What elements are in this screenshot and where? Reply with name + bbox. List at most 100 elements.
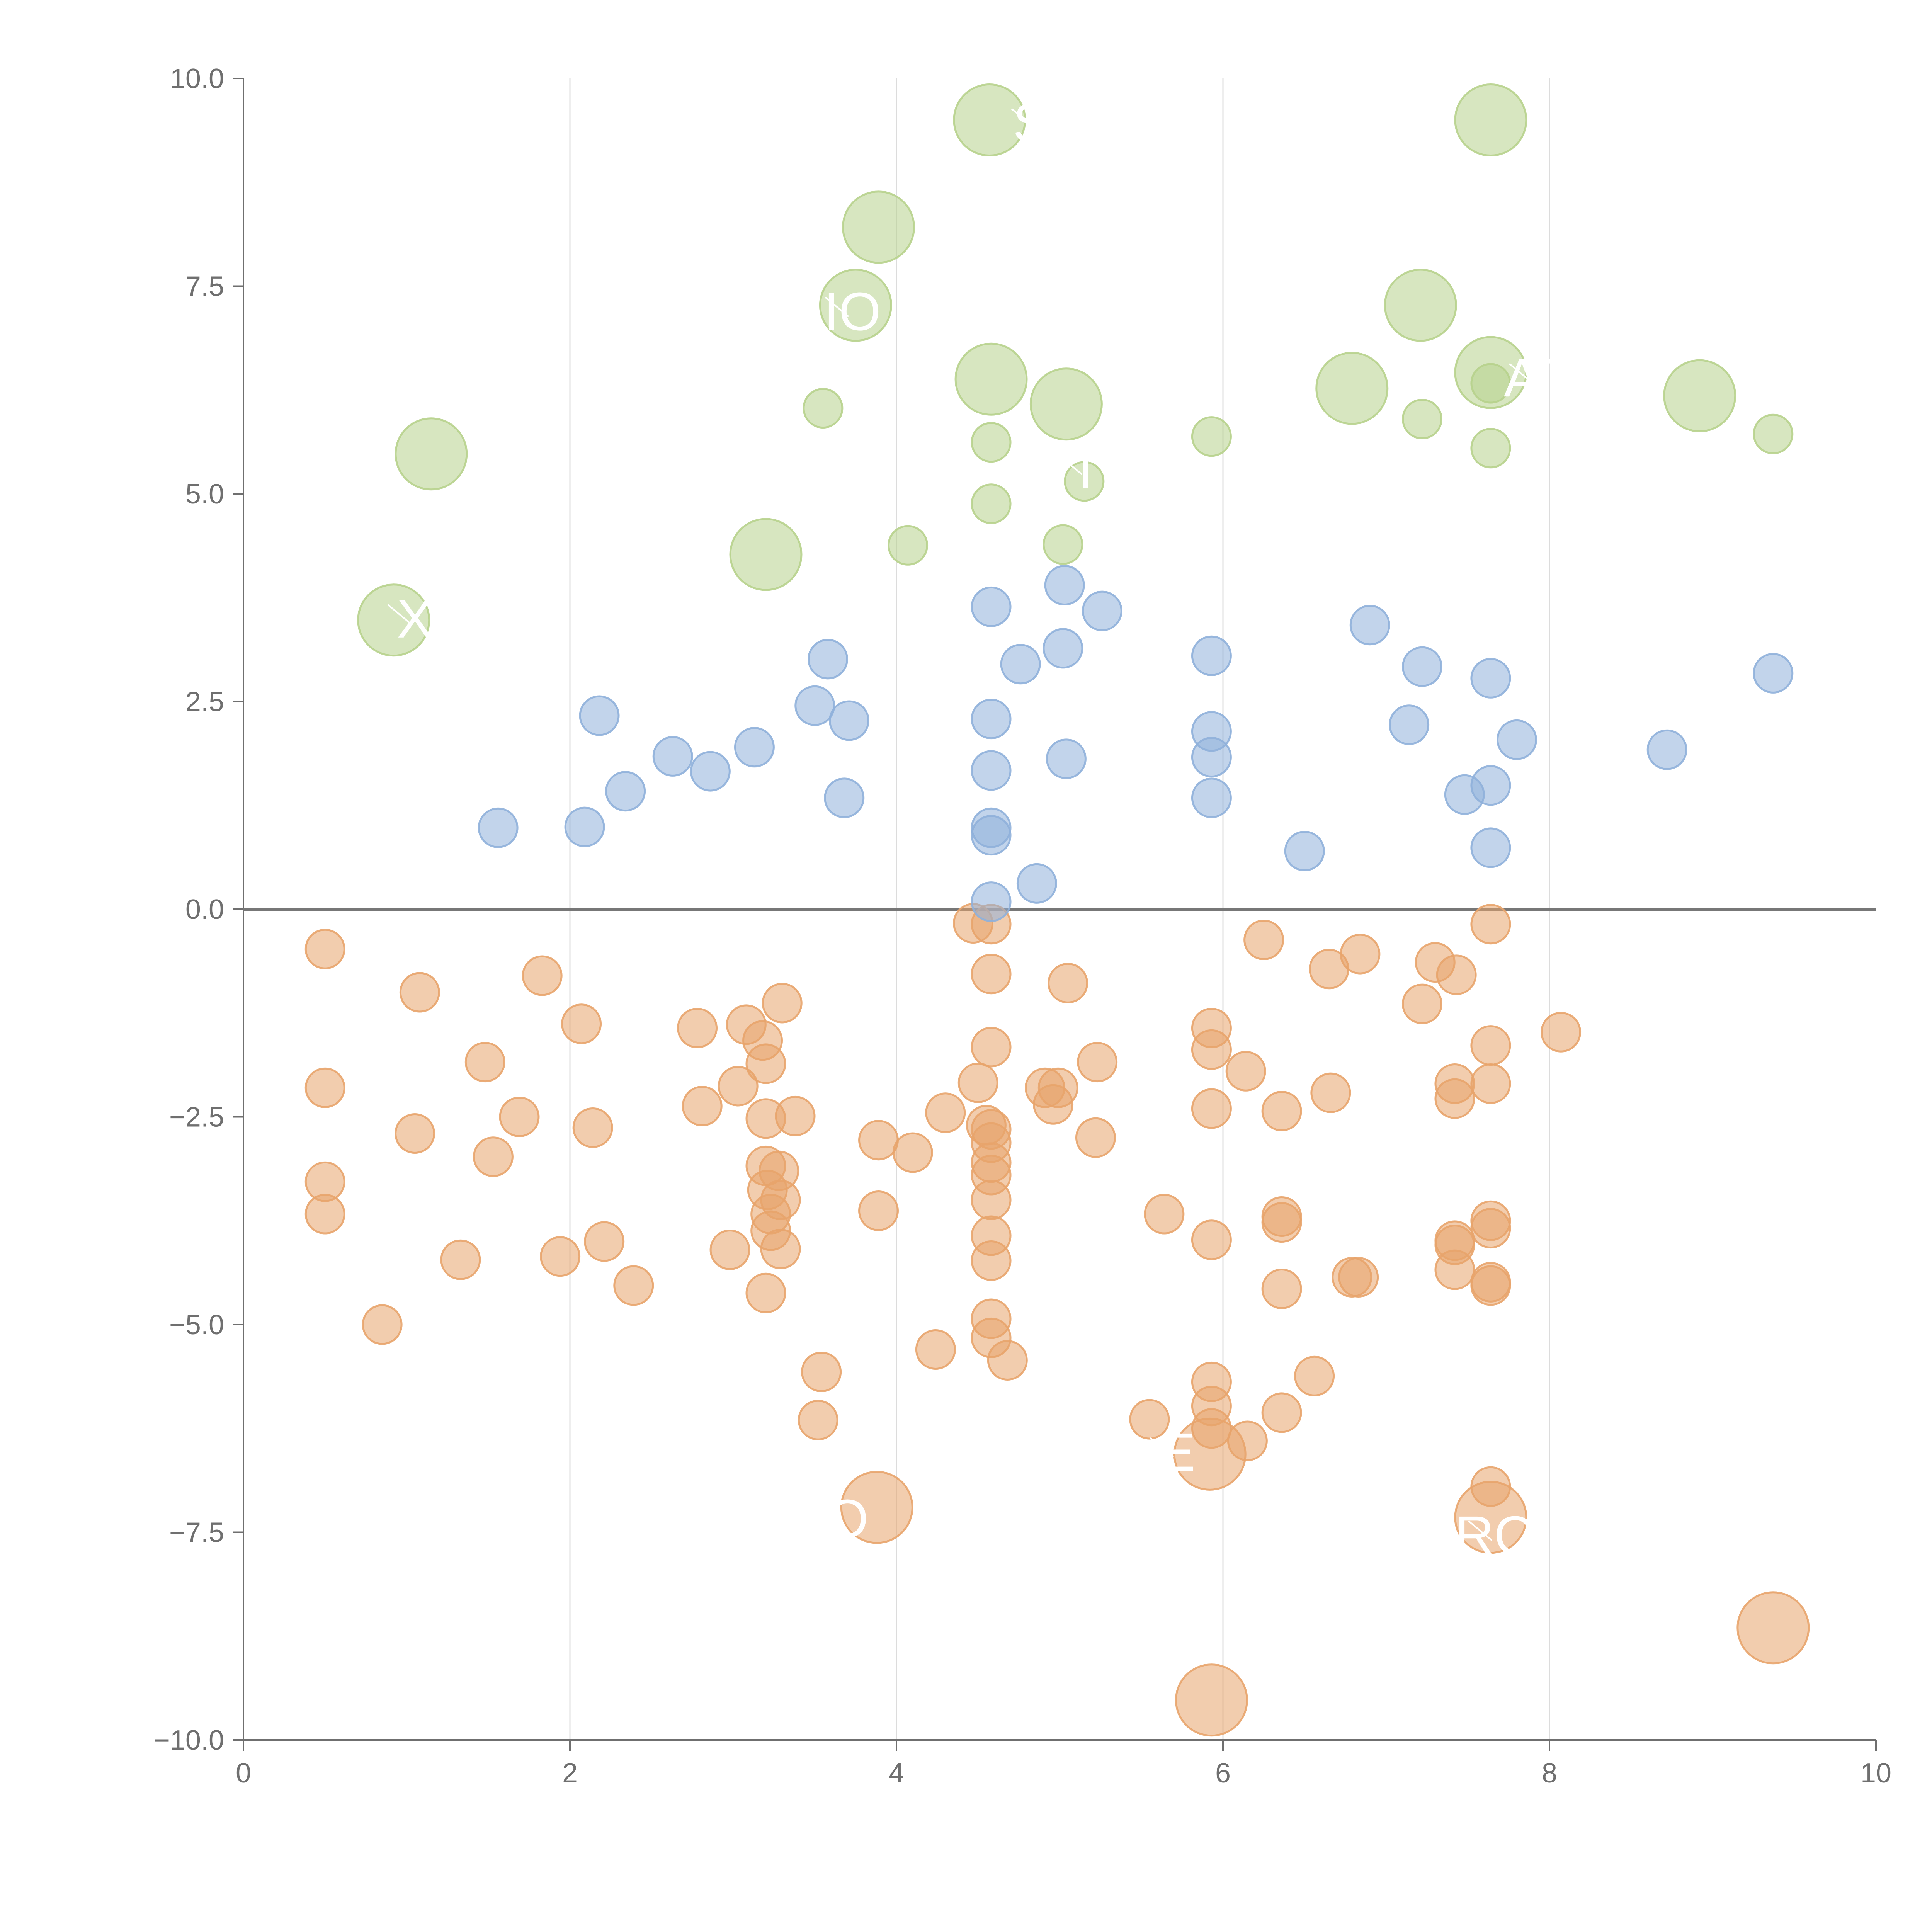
data-point-low-positive — [1349, 605, 1390, 646]
y-tick-label: 0.0 — [185, 894, 224, 925]
data-point-low-positive — [579, 695, 620, 736]
data-point-negative — [1436, 954, 1477, 995]
data-point-low-positive — [1191, 711, 1232, 752]
data-point-high-positive — [1064, 461, 1105, 502]
data-point-negative — [1736, 1591, 1810, 1665]
data-point-negative — [745, 1043, 786, 1084]
data-point-low-positive — [690, 751, 731, 792]
data-point-negative — [440, 1239, 481, 1280]
data-point-negative — [613, 1265, 654, 1306]
data-point-negative — [1261, 1202, 1302, 1243]
annotation-leader — [1150, 1437, 1174, 1458]
data-point-low-positive — [971, 750, 1012, 791]
data-point-negative — [304, 1067, 345, 1108]
data-point-high-positive — [819, 269, 892, 342]
data-point-negative — [464, 1042, 505, 1083]
data-point-low-positive — [1016, 863, 1057, 904]
annotation-layer: SI IO AT X I E O RO — [387, 92, 1569, 1565]
data-point-negative — [1470, 1063, 1511, 1104]
y-tick-label: 5.0 — [185, 479, 224, 510]
data-point-high-positive — [971, 483, 1012, 524]
data-point-low-positive — [1191, 635, 1232, 676]
data-point-high-positive — [888, 525, 929, 566]
annotation-leader — [1509, 363, 1533, 384]
data-point-negative — [1454, 1481, 1527, 1554]
data-point-high-positive — [1454, 336, 1527, 409]
data-point-high-positive — [954, 342, 1028, 416]
data-point-low-positive — [1043, 628, 1083, 669]
data-point-low-positive — [478, 807, 519, 848]
data-point-high-positive — [1384, 269, 1457, 342]
y-tick-label: −7.5 — [169, 1517, 224, 1548]
data-point-low-positive — [605, 771, 646, 812]
data-point-negative — [1541, 1012, 1582, 1053]
data-point-negative — [1191, 1088, 1232, 1129]
data-point-negative — [762, 983, 803, 1024]
y-tick-label: 7.5 — [185, 271, 224, 302]
data-point-negative — [971, 1180, 1012, 1220]
data-point-low-positive — [828, 700, 869, 741]
data-point-low-positive — [1046, 738, 1087, 779]
data-point-low-positive — [971, 881, 1012, 922]
data-point-negative — [682, 1086, 723, 1127]
data-point-low-positive — [971, 807, 1012, 848]
data-point-negative — [1191, 1029, 1232, 1070]
data-point-negative — [1470, 1208, 1511, 1249]
data-point-negative — [395, 1113, 435, 1154]
data-point-negative — [957, 1062, 998, 1103]
data-point-low-positive — [1470, 765, 1511, 806]
data-point-negative — [1243, 920, 1284, 961]
annotation-label: I — [1078, 439, 1094, 500]
data-point-high-positive — [1454, 83, 1527, 156]
data-point-negative — [522, 955, 563, 996]
data-point-high-positive — [1315, 352, 1389, 425]
data-point-negative — [971, 1240, 1012, 1281]
data-point-negative — [1470, 1265, 1511, 1306]
data-point-negative — [718, 1066, 759, 1107]
data-point-negative — [1173, 1417, 1247, 1491]
data-point-high-positive — [729, 518, 803, 591]
data-point-low-positive — [794, 685, 835, 726]
data-point-negative — [499, 1097, 540, 1137]
data-point-negative — [304, 929, 345, 969]
data-point-negative — [1075, 1117, 1116, 1158]
data-point-negative — [709, 1230, 750, 1270]
data-point-low-positive — [1470, 827, 1511, 868]
data-point-negative — [362, 1304, 403, 1345]
annotation-leader — [387, 604, 412, 625]
y-tick-label: 10.0 — [170, 63, 224, 94]
data-point-negative — [971, 954, 1012, 995]
data-point-negative — [987, 1340, 1028, 1381]
data-point-negative — [561, 1003, 602, 1044]
data-point-high-positive — [1029, 367, 1103, 441]
data-point-high-positive — [395, 417, 468, 491]
x-tick-label: 2 — [562, 1758, 578, 1789]
annotation-leader — [825, 296, 849, 317]
data-point-negative — [1310, 1072, 1351, 1113]
data-point-high-positive — [1753, 413, 1794, 454]
data-point-low-positive — [1497, 719, 1537, 760]
data-point-low-positive — [971, 699, 1012, 740]
annotation-label: X — [397, 588, 433, 649]
data-point-high-positive — [1663, 359, 1736, 432]
data-point-low-positive — [1389, 704, 1430, 745]
data-point-high-positive — [971, 422, 1012, 463]
annotation-label: AT — [1504, 347, 1569, 408]
data-point-low-positive — [1470, 658, 1511, 699]
data-point-low-positive — [808, 639, 849, 680]
data-point-negative — [760, 1228, 801, 1269]
data-point-negative — [572, 1107, 613, 1148]
annotation-label: E — [1159, 1422, 1195, 1482]
data-point-negative — [858, 1120, 899, 1161]
data-point-negative — [677, 1007, 718, 1048]
data-point-negative — [1037, 1067, 1078, 1108]
data-point-low-positive — [1284, 831, 1325, 871]
data-point-negative — [971, 1027, 1012, 1068]
data-point-high-positive — [1401, 399, 1442, 439]
data-point-negative — [1048, 963, 1088, 1003]
data-point-negative — [858, 1190, 899, 1231]
data-point-negative — [1077, 1042, 1118, 1083]
data-point-low-positive — [1000, 644, 1041, 685]
